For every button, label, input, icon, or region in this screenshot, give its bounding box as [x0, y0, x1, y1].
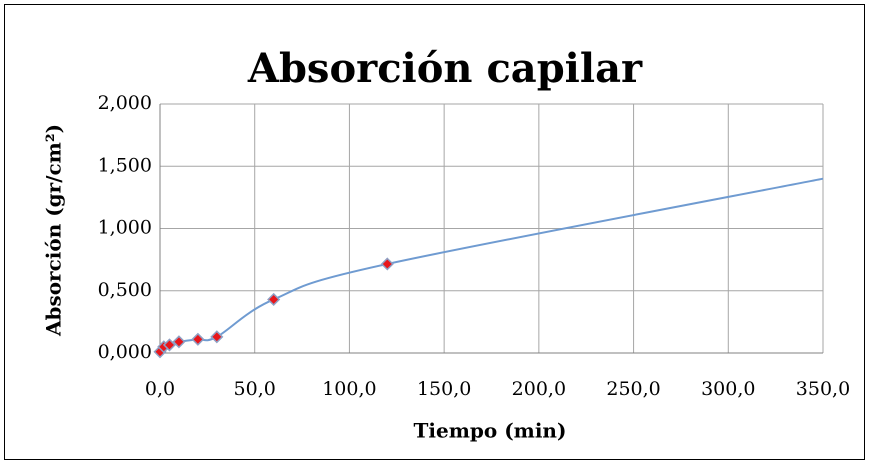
chart-border [4, 4, 865, 460]
x-tick-label: 0,0 [145, 378, 175, 400]
x-tick-label: 350,0 [796, 378, 850, 400]
data-point [380, 257, 394, 271]
x-tick-label: 300,0 [701, 378, 755, 400]
x-tick-label: 100,0 [322, 378, 376, 400]
y-tick-label: 1,500 [98, 154, 152, 176]
y-axis-label: Absorción (gr/cm²) [42, 124, 66, 337]
data-point [172, 335, 186, 349]
y-tick-label: 1,000 [98, 217, 152, 239]
y-tick-label: 0,000 [98, 341, 152, 363]
x-tick-label: 200,0 [512, 378, 566, 400]
chart-title: Absorción capilar [247, 45, 643, 92]
data-point [191, 332, 205, 346]
data-point [210, 330, 224, 344]
data-point [162, 338, 177, 352]
x-tick-label: 150,0 [417, 378, 471, 400]
x-axis-label: Tiempo (min) [414, 419, 567, 443]
y-tick-label: 0,500 [98, 279, 152, 301]
x-tick-label: 250,0 [606, 378, 660, 400]
x-tick-label: 50,0 [234, 378, 276, 400]
data-point [267, 292, 281, 307]
y-tick-label: 2,000 [98, 92, 152, 114]
